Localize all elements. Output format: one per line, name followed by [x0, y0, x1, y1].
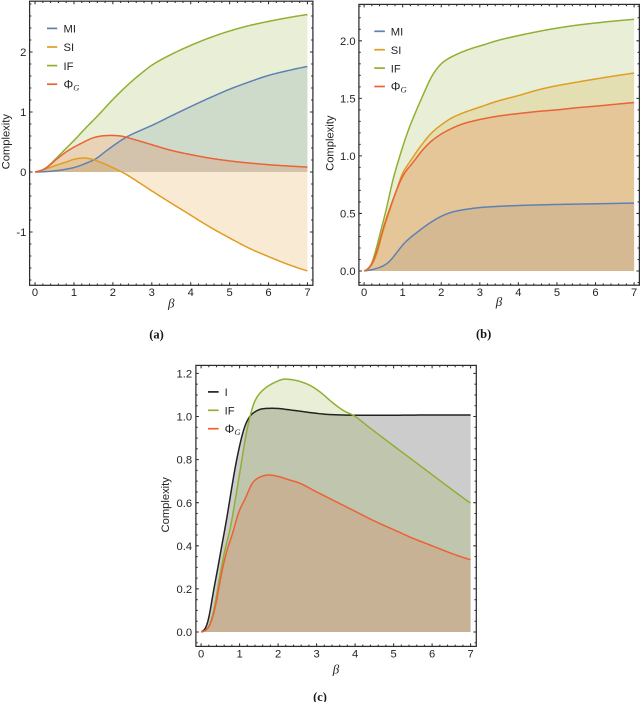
- svg-text:0.2: 0.2: [177, 584, 193, 596]
- svg-text:-1: -1: [16, 227, 26, 239]
- svg-text:0: 0: [20, 167, 26, 179]
- svg-text:0.8: 0.8: [177, 455, 193, 467]
- svg-text:SI: SI: [391, 45, 402, 57]
- svg-text:IF: IF: [225, 406, 235, 418]
- svg-text:1.5: 1.5: [340, 93, 356, 105]
- svg-text:I: I: [225, 387, 228, 399]
- svg-text:0: 0: [198, 648, 204, 660]
- svg-text:MI: MI: [64, 24, 76, 36]
- svg-text:5: 5: [227, 287, 233, 299]
- svg-text:6: 6: [429, 648, 435, 660]
- svg-text:7: 7: [631, 287, 637, 299]
- svg-text:5: 5: [390, 648, 396, 660]
- svg-text:IF: IF: [64, 61, 74, 73]
- svg-text:0.4: 0.4: [177, 541, 193, 553]
- svg-text:2.0: 2.0: [340, 36, 356, 48]
- svg-text:3: 3: [149, 287, 155, 299]
- svg-text:4: 4: [188, 287, 194, 299]
- svg-text:5: 5: [554, 287, 560, 299]
- svg-text:3: 3: [313, 648, 319, 660]
- svg-text:0.0: 0.0: [177, 627, 193, 639]
- svg-text:1: 1: [400, 287, 406, 299]
- svg-text:0: 0: [32, 287, 38, 299]
- svg-text:0.5: 0.5: [340, 209, 356, 221]
- svg-text:SI: SI: [64, 42, 75, 54]
- svg-text:4: 4: [352, 648, 358, 660]
- svg-text:1.0: 1.0: [177, 412, 193, 424]
- svg-text:4: 4: [515, 287, 521, 299]
- svg-text:7: 7: [467, 648, 473, 660]
- svg-text:1: 1: [20, 107, 26, 119]
- svg-text:2: 2: [110, 287, 116, 299]
- svg-text:β: β: [495, 294, 503, 309]
- svg-text:(c): (c): [313, 690, 327, 702]
- svg-text:β: β: [167, 296, 175, 311]
- svg-text:MI: MI: [391, 27, 403, 39]
- svg-text:(b): (b): [476, 327, 491, 341]
- svg-text:1.0: 1.0: [340, 151, 356, 163]
- svg-text:IF: IF: [391, 63, 401, 75]
- svg-text:6: 6: [265, 287, 271, 299]
- svg-text:2: 2: [438, 287, 444, 299]
- svg-text:β: β: [332, 662, 340, 677]
- svg-text:2: 2: [20, 47, 26, 59]
- svg-text:0.6: 0.6: [177, 498, 193, 510]
- svg-text:0.0: 0.0: [340, 266, 356, 278]
- svg-text:(a): (a): [149, 328, 164, 342]
- svg-text:1: 1: [236, 648, 242, 660]
- svg-text:1: 1: [71, 287, 77, 299]
- svg-text:0: 0: [361, 287, 367, 299]
- svg-text:3: 3: [477, 287, 483, 299]
- svg-text:1.2: 1.2: [177, 369, 193, 381]
- svg-text:2: 2: [275, 648, 281, 660]
- svg-text:Complexity: Complexity: [325, 115, 337, 171]
- svg-text:6: 6: [592, 287, 598, 299]
- svg-text:Complexity: Complexity: [1, 114, 13, 170]
- svg-text:Complexity: Complexity: [160, 477, 172, 533]
- svg-text:7: 7: [304, 287, 310, 299]
